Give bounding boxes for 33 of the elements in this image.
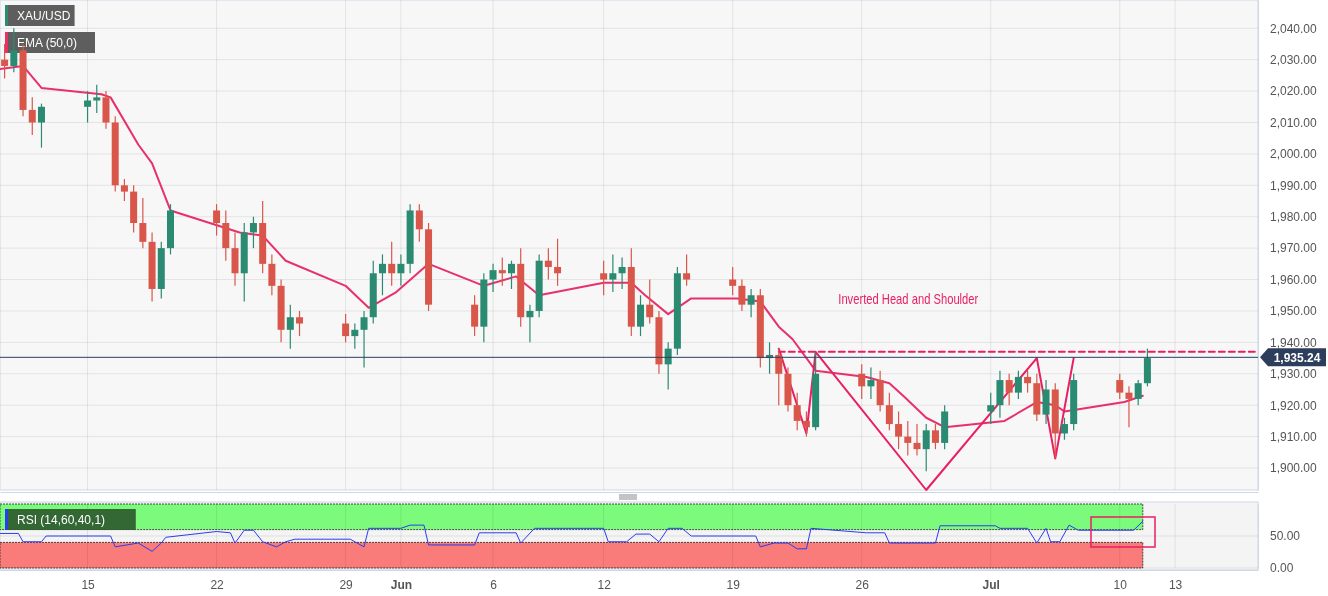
y-tick-label: 1,920.00 [1270,398,1318,413]
ref-line-label: 1,935.24 [1273,350,1321,365]
annotation: Inverted Head and Shoulder [838,290,1026,307]
y-tick-label: 1,960.00 [1270,272,1318,287]
y-tick-label: 1,900.00 [1270,461,1318,476]
y-tick-label: 2,010.00 [1270,115,1318,130]
y-tick-label: 1,930.00 [1270,367,1318,382]
y-tick-label: 1,940.00 [1270,335,1318,350]
legend-label: RSI (14,60,40,1) [17,513,106,527]
x-tick-label: 26 [855,577,870,592]
y-tick-label: 2,000.00 [1270,147,1318,162]
y-tick-label: 2,040.00 [1270,21,1318,36]
y-tick-label: 1,910.00 [1270,429,1318,444]
x-tick-label: 12 [597,577,612,592]
x-tick-label: Jul [982,577,1000,592]
x-tick-label: Jun [390,577,413,592]
y-tick-label: 1,970.00 [1270,241,1318,256]
x-tick-label: 6 [490,577,498,592]
x-tick-label: 19 [726,577,741,592]
x-tick-label: 22 [210,577,225,592]
x-tick-label: 15 [81,577,96,592]
y-tick-label: 1,980.00 [1270,210,1318,225]
x-tick-label: 13 [1168,577,1183,592]
legend-label: XAU/USD [17,9,71,23]
y-tick-label: 0.00 [1270,561,1294,576]
y-tick-label: 2,030.00 [1270,53,1318,68]
x-tick-label: 29 [339,577,354,592]
x-tick-label: 10 [1113,577,1128,592]
y-tick-label: 50.00 [1270,529,1301,544]
y-tick-label: 1,990.00 [1270,178,1318,193]
y-tick-label: 2,020.00 [1270,84,1318,99]
legend-label: EMA (50,0) [17,36,78,50]
y-tick-label: 1,950.00 [1270,304,1318,319]
